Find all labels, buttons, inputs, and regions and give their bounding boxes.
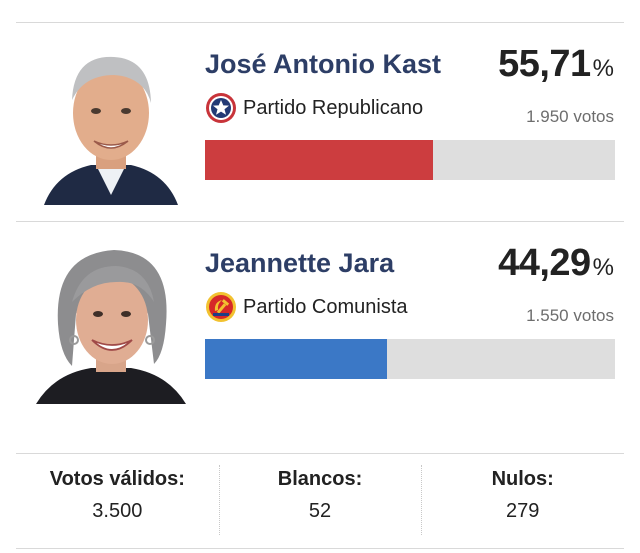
party-row: Partido Republicano: [205, 91, 423, 125]
percent-sign: %: [592, 55, 614, 82]
stat-value: 52: [308, 500, 332, 522]
top-divider: [16, 22, 624, 23]
stat-votos-validos: Votos válidos: 3.500: [16, 455, 219, 540]
candidate-card-kast: José Antonio Kast Partido Republicano 55…: [0, 43, 640, 235]
republicano-star-icon: [206, 93, 236, 123]
party-name: Partido Republicano: [243, 96, 424, 119]
stat-label: Blancos:: [277, 468, 363, 490]
summary-stats: Votos válidos: 3.500 Blancos: 52 Nulos: …: [16, 455, 624, 540]
stat-value: 279: [505, 500, 540, 522]
vote-bar-track: [205, 339, 615, 379]
stat-label: Votos válidos:: [49, 468, 185, 490]
percent-sign: %: [592, 254, 614, 281]
vote-bar-fill: [205, 140, 434, 180]
comunista-hammer-sickle-icon: [206, 292, 236, 322]
party-row: Partido Comunista: [205, 290, 408, 324]
candidate-name: José Antonio Kast: [205, 49, 442, 79]
candidate-photo-jara: [36, 244, 186, 404]
stats-top-divider: [16, 453, 624, 454]
candidate-photo-kast: [36, 45, 186, 205]
vote-percentage: 44,29%: [498, 242, 614, 285]
vote-bar-fill: [205, 339, 387, 379]
vote-percentage: 55,71%: [498, 43, 614, 86]
vote-bar-track: [205, 140, 615, 180]
stat-blancos: Blancos: 52: [218, 455, 422, 540]
stat-label: Nulos:: [491, 468, 554, 490]
candidate-name: Jeannette Jara: [205, 248, 395, 278]
vote-count: 1.550 votos: [526, 306, 614, 325]
candidate-divider: [16, 221, 624, 222]
stat-nulos: Nulos: 279: [421, 455, 624, 540]
candidate-card-jara: Jeannette Jara Partido Comunista 44,29% …: [0, 242, 640, 434]
stat-value: 3.500: [92, 500, 143, 522]
percentage-value: 55,71: [498, 43, 591, 85]
bottom-divider: [16, 548, 624, 549]
party-name: Partido Comunista: [243, 295, 408, 318]
percentage-value: 44,29: [498, 242, 591, 284]
vote-count: 1.950 votos: [526, 107, 614, 126]
